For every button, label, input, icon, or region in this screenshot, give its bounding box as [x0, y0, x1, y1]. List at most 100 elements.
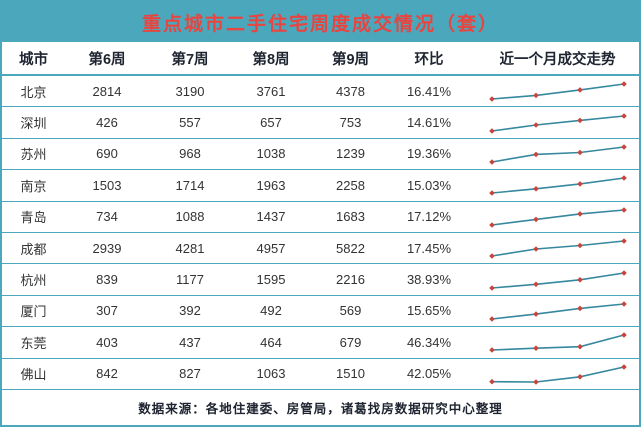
city-cell: 青岛 [20, 210, 47, 226]
week9-value-cell: 4378 [336, 83, 365, 99]
trend-marker [532, 186, 539, 192]
week9-value-cell: 2258 [336, 177, 365, 193]
column-header-week6: 第6周 [88, 51, 126, 68]
trend-marker [532, 378, 539, 385]
trend-marker [532, 311, 539, 317]
trend-marker [488, 253, 495, 259]
trend-marker [620, 269, 627, 276]
trend-sparkline [488, 269, 627, 291]
city-cell: 苏州 [20, 147, 47, 163]
city-cell: 北京 [20, 84, 47, 100]
wow-change-cell: 42.05% [406, 366, 452, 382]
column-header-week8: 第8周 [252, 51, 290, 68]
trend-sparkline [488, 144, 627, 165]
table-row: 佛山 842 827 1063 1510 42.05% [2, 359, 639, 390]
trend-marker [532, 246, 539, 252]
trend-marker [620, 301, 627, 307]
week7-value-cell: 3190 [175, 83, 205, 99]
table-row: 成都 2939 4281 4957 5822 17.45% [2, 233, 639, 265]
table-row: 青岛 734 1088 1437 1683 17.12% [2, 202, 639, 233]
trend-sparkline [488, 206, 627, 228]
week8-value-cell: 1038 [256, 146, 286, 162]
city-cell: 南京 [20, 178, 47, 194]
week7-value-cell: 968 [179, 146, 201, 162]
week9-value-cell: 569 [339, 303, 362, 319]
trend-sparkline [488, 175, 627, 197]
week6-value-cell: 690 [96, 146, 118, 162]
column-header-city: 城市 [19, 51, 48, 68]
week9-value-cell: 679 [339, 334, 362, 350]
week8-value-cell: 1595 [256, 272, 286, 288]
city-cell: 东莞 [20, 335, 47, 351]
week6-value-cell: 1503 [92, 177, 122, 193]
table-row: 北京 2814 3190 3761 4378 16.41% [2, 76, 639, 108]
trend-cell [468, 172, 639, 198]
wow-change-cell: 19.36% [406, 146, 452, 162]
column-header-week9: 第9周 [331, 51, 370, 68]
table-body: 北京 2814 3190 3761 4378 16.41% 深圳 426 557 657 753 14… [2, 76, 639, 390]
table-row: 厦门 307 392 492 569 15.65% [2, 296, 639, 328]
trend-marker [488, 347, 495, 354]
trend-marker [488, 284, 495, 291]
week6-value-cell: 734 [96, 209, 118, 225]
trend-sparkline [488, 363, 627, 385]
trend-marker [620, 206, 627, 213]
title-bar: 重点城市二手住宅周度成交情况（套） [2, 2, 639, 42]
trend-marker [576, 242, 583, 249]
trend-marker [620, 238, 627, 244]
wow-change-cell: 14.61% [406, 115, 452, 131]
wow-change-cell: 17.12% [406, 209, 452, 225]
trend-cell [468, 329, 639, 355]
week7-value-cell: 392 [179, 303, 201, 319]
trend-marker [532, 92, 539, 99]
trend-sparkline [488, 238, 627, 259]
week9-value-cell: 1510 [336, 366, 365, 382]
trend-cell [468, 141, 639, 167]
trend-marker [576, 149, 583, 156]
city-cell: 佛山 [20, 367, 47, 383]
wow-change-cell: 38.93% [406, 272, 452, 288]
week7-value-cell: 4281 [175, 240, 205, 256]
week9-value-cell: 2216 [336, 272, 365, 288]
table-row: 深圳 426 557 657 753 14.61% [2, 107, 639, 139]
city-cell: 厦门 [20, 304, 47, 320]
trend-marker [532, 151, 539, 158]
week8-value-cell: 464 [260, 334, 282, 350]
page-title: 重点城市二手住宅周度成交情况（套） [141, 13, 499, 35]
trend-cell [468, 361, 639, 387]
trend-cell [468, 298, 639, 324]
trend-marker [576, 344, 583, 350]
trend-marker [620, 112, 627, 119]
week6-value-cell: 839 [96, 272, 118, 288]
wow-change-cell: 16.41% [406, 83, 452, 99]
week8-value-cell: 492 [260, 303, 282, 319]
trend-marker [488, 190, 495, 197]
week6-value-cell: 842 [96, 366, 118, 382]
wow-change-cell: 17.45% [406, 240, 452, 256]
week6-value-cell: 403 [96, 334, 118, 350]
wow-change-cell: 15.65% [406, 303, 452, 319]
trend-cell [468, 267, 639, 293]
week6-value-cell: 2814 [92, 83, 122, 99]
city-cell: 成都 [20, 241, 47, 257]
week8-value-cell: 1063 [256, 366, 286, 382]
wow-change-cell: 46.34% [406, 334, 452, 350]
trend-marker [488, 316, 495, 322]
trend-marker [576, 181, 583, 188]
trend-marker [532, 216, 539, 222]
city-cell: 深圳 [20, 116, 47, 132]
trend-marker [576, 87, 583, 93]
week8-value-cell: 4957 [256, 240, 286, 256]
week6-value-cell: 426 [96, 115, 118, 131]
table-header-row: 城市 第6周 第7周 第8周 第9周 环比 近一个月成交走势 [2, 42, 639, 76]
data-source-text: 数据来源：各地住建委、房管局，诸葛找房数据研究中心整理 [138, 401, 503, 416]
data-source-footer: 数据来源：各地住建委、房管局，诸葛找房数据研究中心整理 [2, 390, 639, 425]
trend-marker [620, 81, 627, 87]
week7-value-cell: 1177 [176, 272, 204, 288]
trend-marker [488, 127, 495, 134]
trend-marker [620, 363, 627, 370]
trend-marker [620, 175, 627, 182]
trend-marker [532, 345, 539, 352]
trend-marker [488, 159, 495, 165]
